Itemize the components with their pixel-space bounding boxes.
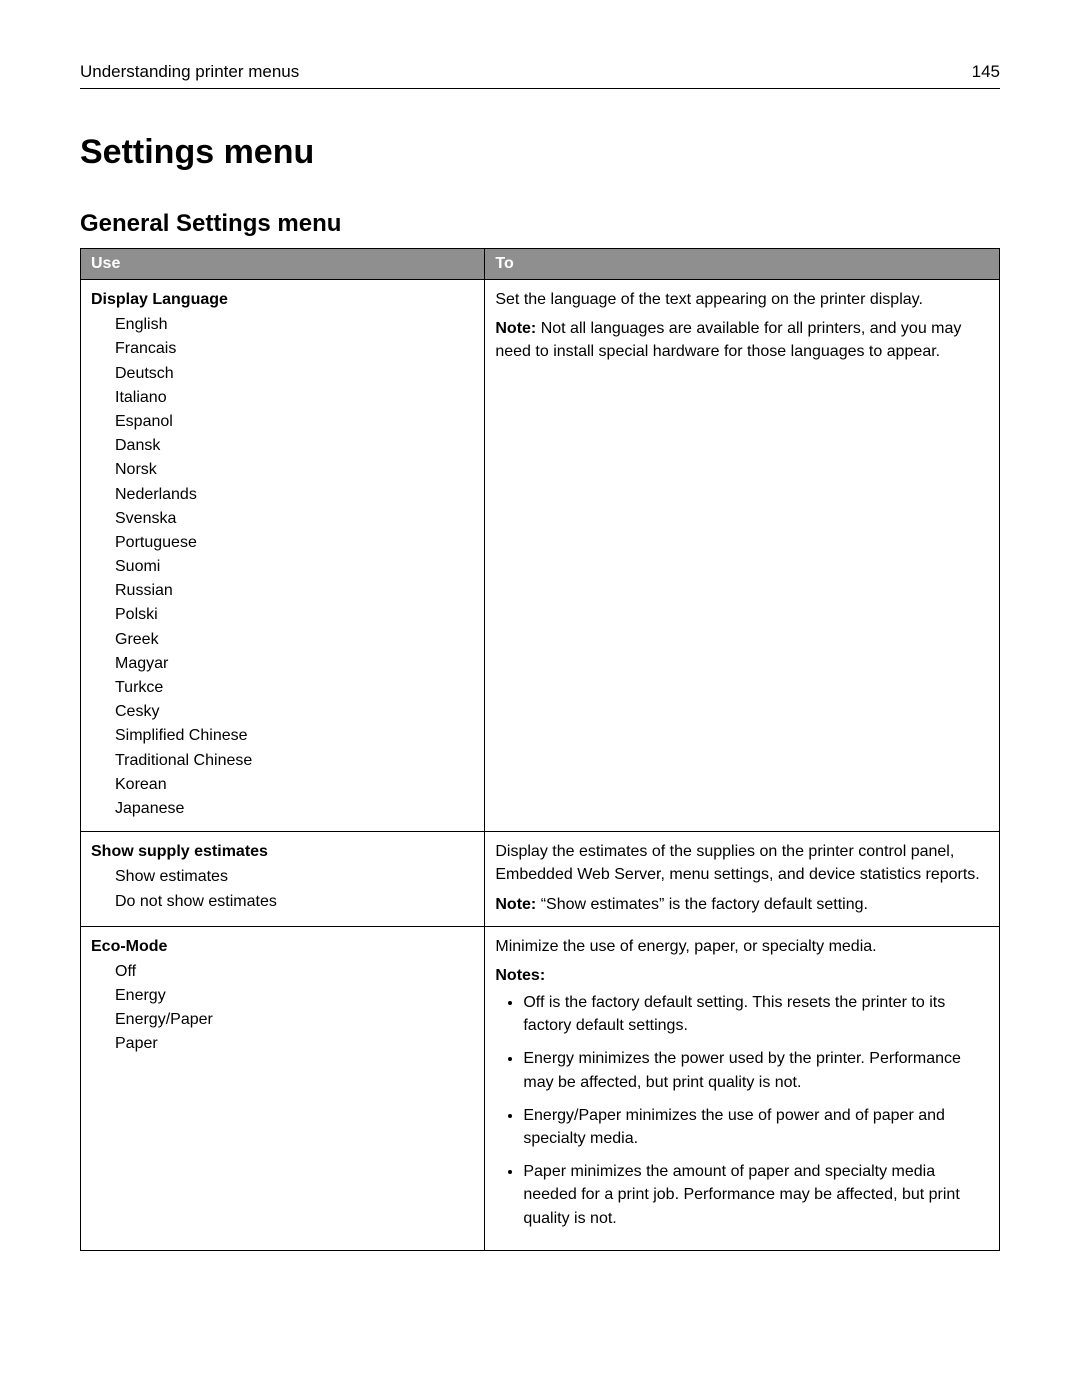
use-options-list: English Francais Deutsch Italiano Espano…: [91, 313, 474, 820]
use-option: Francais: [115, 337, 474, 360]
use-option: Dansk: [115, 434, 474, 457]
use-cell: Eco-Mode Off Energy Energy/Paper Paper: [81, 926, 485, 1250]
notes-heading: Notes:: [495, 964, 989, 987]
to-main-text: Minimize the use of energy, paper, or sp…: [495, 935, 989, 958]
use-option: Traditional Chinese: [115, 749, 474, 772]
use-option: Norsk: [115, 458, 474, 481]
table-row: Eco-Mode Off Energy Energy/Paper Paper M…: [81, 926, 1000, 1250]
use-option: Polski: [115, 603, 474, 626]
page-number: 145: [972, 62, 1000, 82]
general-settings-table: Use To Display Language English Francais…: [80, 248, 1000, 1251]
use-option: Deutsch: [115, 362, 474, 385]
use-option: Turkce: [115, 676, 474, 699]
use-option: Svenska: [115, 507, 474, 530]
to-cell: Set the language of the text appearing o…: [485, 280, 1000, 832]
use-option: Portuguese: [115, 531, 474, 554]
to-main-text: Set the language of the text appearing o…: [495, 288, 989, 311]
header-left-text: Understanding printer menus: [80, 62, 299, 82]
note-text: “Show estimates” is the factory default …: [541, 896, 868, 913]
use-options-list: Show estimates Do not show estimates: [91, 865, 474, 912]
use-option: Do not show estimates: [115, 890, 474, 913]
notes-list: Off is the factory default setting. This…: [495, 991, 989, 1230]
notes-item: Energy minimizes the power used by the p…: [523, 1047, 989, 1093]
subsection-title: General Settings menu: [80, 210, 1000, 238]
use-option: Off: [115, 960, 474, 983]
to-note: Note: “Show estimates” is the factory de…: [495, 893, 989, 916]
notes-item: Energy/Paper minimizes the use of power …: [523, 1104, 989, 1150]
note-text: Not all languages are available for all …: [495, 320, 961, 360]
use-option: Japanese: [115, 797, 474, 820]
use-option: Show estimates: [115, 865, 474, 888]
document-page: Understanding printer menus 145 Settings…: [0, 0, 1080, 1397]
use-option: English: [115, 313, 474, 336]
use-option: Simplified Chinese: [115, 724, 474, 747]
use-title: Show supply estimates: [91, 840, 474, 863]
to-note: Note: Not all languages are available fo…: [495, 317, 989, 363]
notes-item: Paper minimizes the amount of paper and …: [523, 1160, 989, 1230]
to-main-text: Display the estimates of the supplies on…: [495, 840, 989, 886]
notes-item: Off is the factory default setting. This…: [523, 991, 989, 1037]
use-option: Paper: [115, 1032, 474, 1055]
use-title: Display Language: [91, 288, 474, 311]
to-cell: Minimize the use of energy, paper, or sp…: [485, 926, 1000, 1250]
use-option: Energy/Paper: [115, 1008, 474, 1031]
use-option: Russian: [115, 579, 474, 602]
table-header-row: Use To: [81, 249, 1000, 280]
col-header-use: Use: [81, 249, 485, 280]
use-option: Nederlands: [115, 483, 474, 506]
to-cell: Display the estimates of the supplies on…: [485, 832, 1000, 927]
table-row: Display Language English Francais Deutsc…: [81, 280, 1000, 832]
page-header: Understanding printer menus 145: [80, 62, 1000, 89]
note-label: Note:: [495, 320, 536, 337]
use-option: Espanol: [115, 410, 474, 433]
use-cell: Show supply estimates Show estimates Do …: [81, 832, 485, 927]
use-option: Cesky: [115, 700, 474, 723]
col-header-to: To: [485, 249, 1000, 280]
note-label: Note:: [495, 896, 536, 913]
use-option: Greek: [115, 628, 474, 651]
use-options-list: Off Energy Energy/Paper Paper: [91, 960, 474, 1056]
use-title: Eco-Mode: [91, 935, 474, 958]
page-title: Settings menu: [80, 133, 1000, 172]
use-option: Korean: [115, 773, 474, 796]
use-cell: Display Language English Francais Deutsc…: [81, 280, 485, 832]
table-row: Show supply estimates Show estimates Do …: [81, 832, 1000, 927]
use-option: Energy: [115, 984, 474, 1007]
use-option: Magyar: [115, 652, 474, 675]
use-option: Italiano: [115, 386, 474, 409]
use-option: Suomi: [115, 555, 474, 578]
